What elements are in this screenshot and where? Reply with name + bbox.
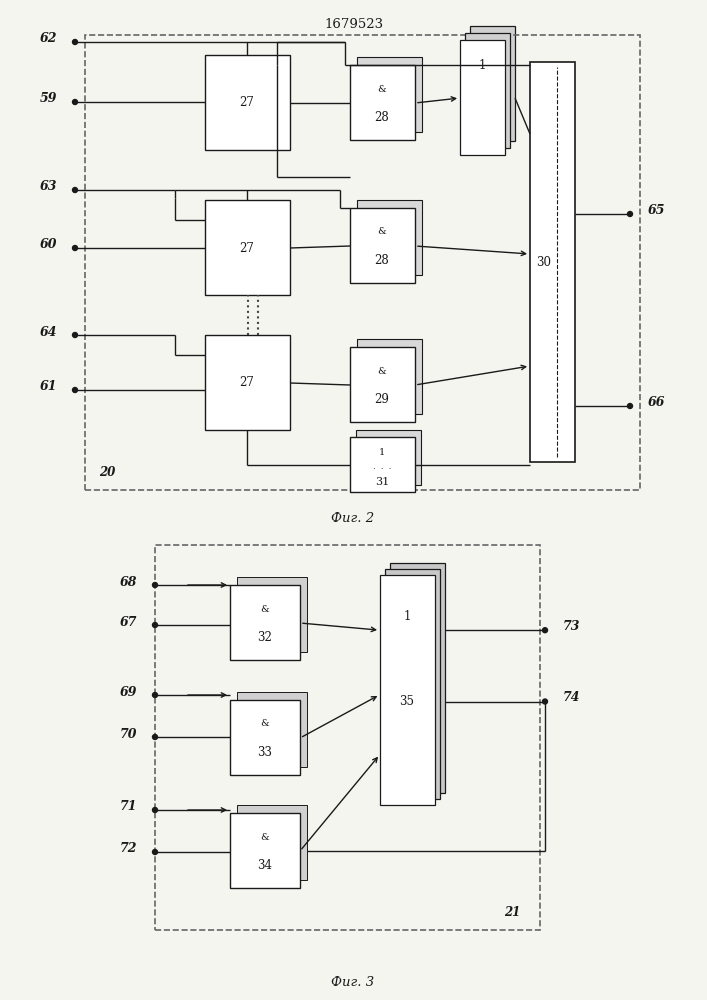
Text: 70: 70 [119, 728, 137, 740]
Bar [350, 65, 415, 140]
Text: 28: 28 [375, 254, 390, 267]
Circle shape [153, 692, 158, 698]
Text: 65: 65 [648, 204, 665, 217]
Text: 1: 1 [403, 610, 411, 623]
Bar [230, 585, 300, 660]
Bar [230, 700, 300, 775]
Bar [380, 575, 435, 805]
Text: 73: 73 [563, 620, 580, 633]
Circle shape [73, 332, 78, 338]
Text: 34: 34 [257, 859, 272, 872]
Circle shape [153, 622, 158, 628]
Circle shape [73, 245, 78, 250]
Circle shape [153, 734, 158, 740]
Bar [390, 563, 445, 793]
Text: &: & [378, 228, 386, 236]
Text: &: & [378, 85, 386, 94]
Text: &: & [261, 604, 269, 613]
Bar [85, 35, 640, 490]
Text: 74: 74 [563, 691, 580, 704]
Text: &: & [261, 720, 269, 728]
Circle shape [153, 850, 158, 854]
Text: 61: 61 [40, 380, 57, 393]
Bar [205, 200, 290, 295]
Text: 66: 66 [648, 395, 665, 408]
Text: 35: 35 [399, 695, 414, 708]
Bar [155, 545, 540, 930]
Bar [470, 26, 515, 141]
Text: 31: 31 [375, 477, 389, 487]
Circle shape [73, 387, 78, 392]
Text: 33: 33 [257, 746, 272, 759]
Text: 27: 27 [240, 241, 255, 254]
Text: &: & [261, 832, 269, 842]
Text: 27: 27 [240, 97, 255, 109]
Bar [385, 569, 440, 799]
Bar [237, 805, 307, 880]
Bar [350, 437, 415, 492]
Circle shape [73, 39, 78, 44]
Text: 1: 1 [379, 448, 385, 457]
Circle shape [628, 403, 633, 408]
Circle shape [73, 100, 78, 104]
Text: 1679523: 1679523 [324, 18, 383, 31]
Circle shape [153, 808, 158, 812]
Text: 63: 63 [40, 180, 57, 194]
Text: 29: 29 [375, 393, 390, 406]
Text: 62: 62 [40, 32, 57, 45]
Bar [530, 62, 575, 462]
Text: 1: 1 [479, 59, 486, 72]
Bar [460, 40, 505, 155]
Text: 20: 20 [99, 466, 115, 479]
Text: 72: 72 [119, 842, 137, 856]
Bar [237, 692, 307, 767]
Text: 21: 21 [504, 906, 520, 918]
Text: 71: 71 [119, 800, 137, 814]
Circle shape [628, 212, 633, 217]
Text: 64: 64 [40, 326, 57, 338]
Circle shape [542, 628, 547, 633]
Bar [230, 813, 300, 888]
Text: &: & [378, 366, 386, 375]
Bar [357, 57, 422, 132]
Bar [357, 339, 422, 414]
Bar [357, 200, 422, 275]
Text: 30: 30 [537, 255, 551, 268]
Bar [205, 55, 290, 150]
Bar [350, 347, 415, 422]
Text: 68: 68 [119, 576, 137, 588]
Bar [350, 208, 415, 283]
Text: 59: 59 [40, 93, 57, 105]
Circle shape [73, 188, 78, 192]
Text: Фиг. 2: Фиг. 2 [332, 512, 375, 524]
Bar [465, 33, 510, 148]
Text: 32: 32 [257, 631, 272, 644]
Bar [237, 577, 307, 652]
Circle shape [542, 699, 547, 704]
Text: 60: 60 [40, 238, 57, 251]
Bar [356, 430, 421, 485]
Text: 69: 69 [119, 686, 137, 698]
Text: Фиг. 3: Фиг. 3 [332, 976, 375, 988]
Text: 67: 67 [119, 615, 137, 629]
Circle shape [153, 582, 158, 587]
Bar [205, 335, 290, 430]
Text: ·  ·  ·: · · · [373, 465, 391, 473]
Text: 28: 28 [375, 111, 390, 124]
Text: 27: 27 [240, 376, 255, 389]
